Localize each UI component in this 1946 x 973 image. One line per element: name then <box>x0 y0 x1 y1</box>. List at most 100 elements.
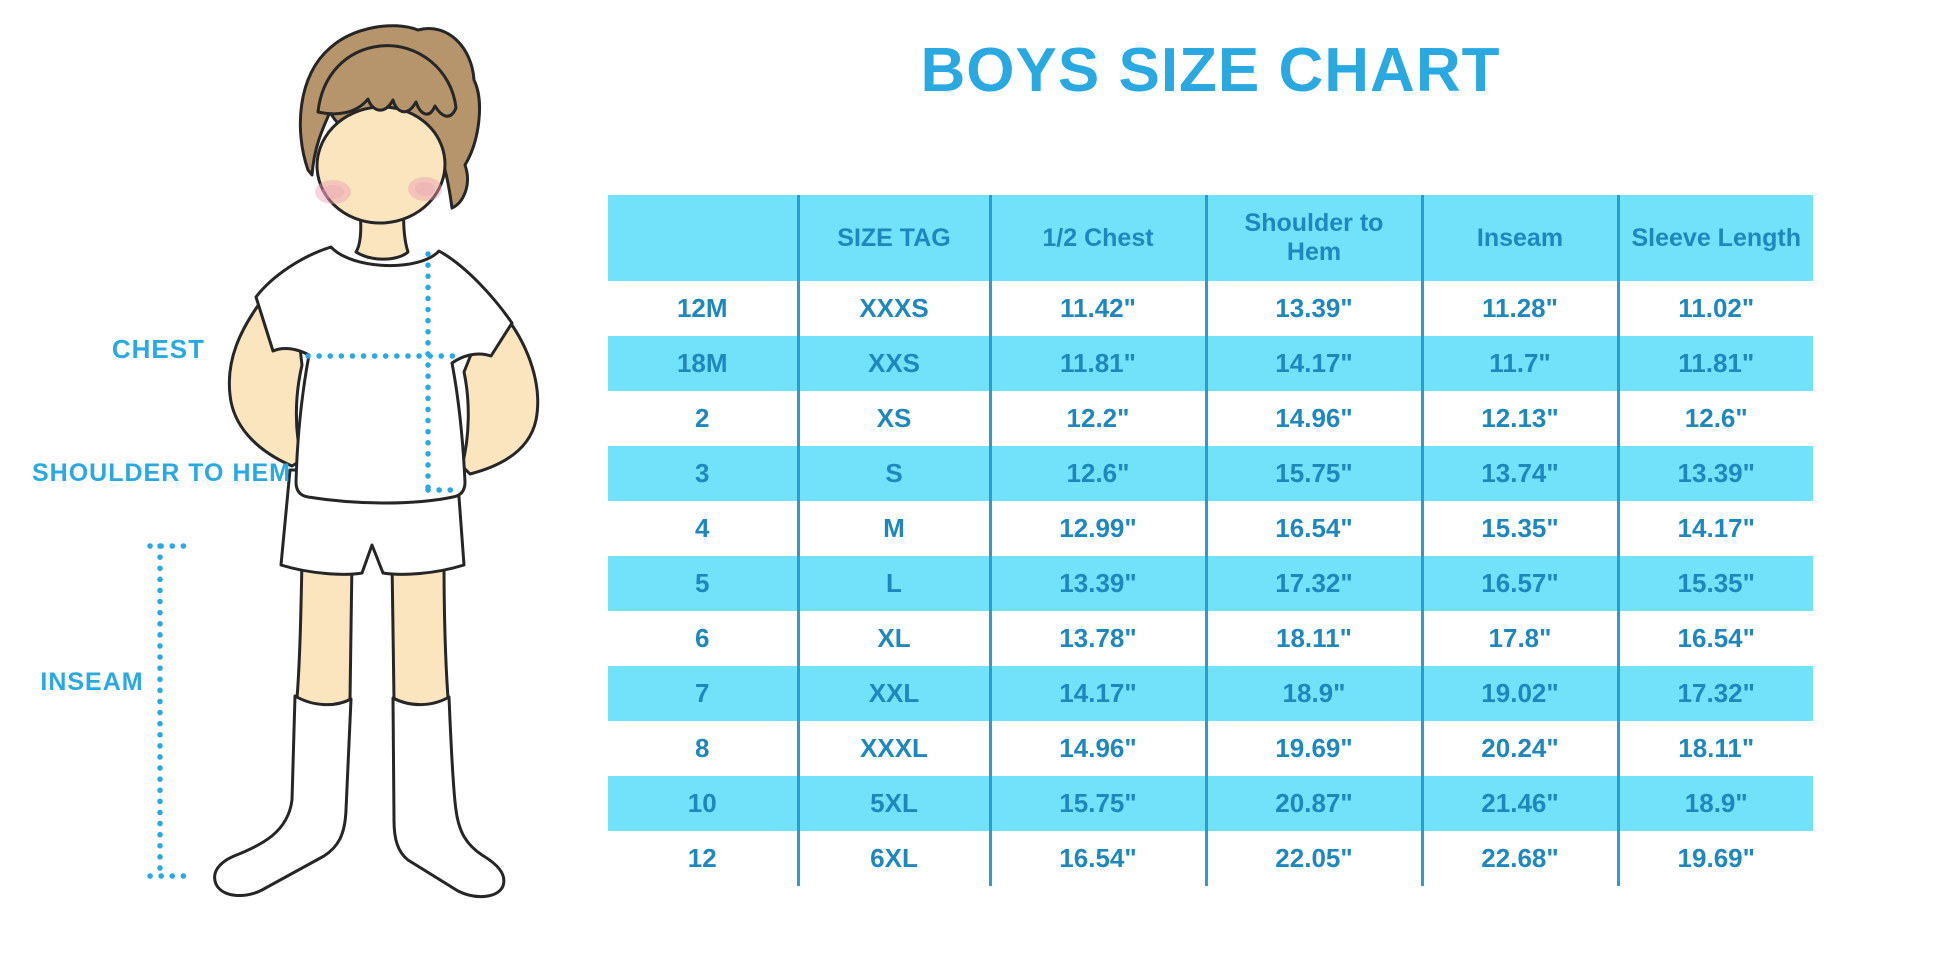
measurement-cell: M <box>796 501 990 556</box>
measurement-cell: 14.96" <box>1204 391 1422 446</box>
size-label-cell: 7 <box>608 666 798 721</box>
right-arm-shape <box>460 323 540 476</box>
measurement-cell: 18.9" <box>1204 666 1422 721</box>
right-cheek <box>408 177 442 201</box>
right-cheek-core <box>415 182 435 196</box>
measurement-cell: 12.2" <box>988 391 1206 446</box>
measurement-cell: XXL <box>796 666 990 721</box>
measurement-diagram: CHEST SHOULDER TO HEM INSEAM <box>0 0 600 973</box>
shoulder-to-hem-label: SHOULDER TO HEM <box>32 459 291 487</box>
measurement-cell: 17.8" <box>1420 611 1618 666</box>
size-table: SIZE TAG 1/2 Chest Shoulder to Hem Inseam Sl… <box>608 195 1813 886</box>
measurement-cell: 11.28" <box>1420 281 1618 336</box>
left-cheek <box>315 180 351 204</box>
boy-illustration <box>147 24 540 899</box>
right-leg-shape <box>390 558 450 708</box>
table-row: 2 XS 12.2" 14.96" 12.13" 12.6" <box>608 391 1813 446</box>
measurement-cell: 11.7" <box>1420 336 1618 391</box>
measurement-cell: 14.17" <box>988 666 1206 721</box>
measurement-cell: 11.81" <box>988 336 1206 391</box>
page-title: BOYS SIZE CHART <box>920 36 1501 105</box>
size-label-cell: 3 <box>608 446 798 501</box>
table-row: 7 XXL 14.17" 18.9" 19.02" 17.32" <box>608 666 1813 721</box>
hair-fringe-shape <box>316 44 458 118</box>
measurement-cell: 21.46" <box>1420 776 1618 831</box>
measurement-cell: XXXL <box>796 721 990 776</box>
table-row: 4 M 12.99" 16.54" 15.35" 14.17" <box>608 501 1813 556</box>
column-header: Shoulder to Hem <box>1204 195 1422 281</box>
measurement-cell: L <box>796 556 990 611</box>
measurement-cell: 20.24" <box>1420 721 1618 776</box>
column-header: SIZE TAG <box>796 195 990 281</box>
measurement-cell: 19.69" <box>1616 831 1813 886</box>
measurement-cell: 13.78" <box>988 611 1206 666</box>
column-header-label: 1/2 Chest <box>1042 223 1154 252</box>
measurement-cell: 15.35" <box>1616 556 1813 611</box>
size-label-cell: 5 <box>608 556 798 611</box>
measurement-cell: 14.17" <box>1616 501 1813 556</box>
right-sock-shape <box>391 695 506 899</box>
column-header-label: SIZE TAG <box>837 223 951 252</box>
measurement-cell: 16.54" <box>1204 501 1422 556</box>
size-label-cell: 4 <box>695 513 710 543</box>
measurement-cell: 18.11" <box>1616 721 1813 776</box>
column-header: Sleeve Length <box>1616 195 1813 281</box>
measurement-cell: 20.87" <box>1204 776 1422 831</box>
measurement-cell: 16.54" <box>988 831 1206 886</box>
column-header-label: Sleeve Length <box>1631 223 1802 252</box>
measurement-cell: 18.11" <box>1204 611 1422 666</box>
measurement-cell: 22.68" <box>1420 831 1618 886</box>
inseam-label: INSEAM <box>40 668 144 696</box>
measurement-cell: 15.35" <box>1420 501 1618 556</box>
measurement-cell: 11.81" <box>1616 336 1813 391</box>
column-header <box>608 195 798 281</box>
table-row: 5 L 13.39" 17.32" 16.57" 15.35" <box>608 556 1813 611</box>
column-header-label: Shoulder to Hem <box>1244 209 1384 266</box>
measurement-cell: 12.6" <box>988 446 1206 501</box>
measurement-cell: XL <box>796 611 990 666</box>
column-header: Inseam <box>1420 195 1618 281</box>
shirt-shape <box>254 245 514 505</box>
measurement-cell: 22.05" <box>1204 831 1422 886</box>
size-table-body: 12M XXXS 11.42" 13.39" 11.28" 11.02" 18M XXS 11.… <box>608 281 1813 886</box>
left-sock-shape <box>213 694 353 897</box>
measurement-cell: 17.32" <box>1204 556 1422 611</box>
measurement-cell: 15.75" <box>1204 446 1422 501</box>
table-row: 8 XXXL 14.96" 19.69" 20.24" 18.11" <box>608 721 1813 776</box>
size-label-cell: 6 <box>695 623 710 653</box>
table-row: 12M XXXS 11.42" 13.39" 11.28" 11.02" <box>608 281 1813 336</box>
measurement-cell: 18.9" <box>1616 776 1813 831</box>
measurement-cell: 13.39" <box>1616 446 1813 501</box>
table-row: 6 XL 13.78" 18.11" 17.8" 16.54" <box>608 611 1813 666</box>
measurement-cell: 13.74" <box>1420 446 1618 501</box>
measurement-cell: 16.54" <box>1616 611 1813 666</box>
measurement-cell: 12.13" <box>1420 391 1618 446</box>
size-label-cell: 10 <box>608 776 798 831</box>
measurement-cell: 15.75" <box>988 776 1206 831</box>
measurement-cell: XS <box>796 391 990 446</box>
measurement-cell: 13.39" <box>988 556 1206 611</box>
measurement-cell: 14.17" <box>1204 336 1422 391</box>
measurement-cell: 6XL <box>796 831 990 886</box>
measurement-cell: 13.39" <box>1204 281 1422 336</box>
measurement-cell: 12.6" <box>1616 391 1813 446</box>
measurement-cell: S <box>796 446 990 501</box>
left-cheek-core <box>322 185 344 199</box>
size-label-cell: 12M <box>676 293 728 323</box>
chest-label: CHEST <box>111 334 205 364</box>
column-header-label: Inseam <box>1476 223 1564 252</box>
measurement-cell: XXXS <box>796 281 990 336</box>
table-row: 12 6XL 16.54" 22.05" 22.68" 19.69" <box>608 831 1813 886</box>
header-row: SIZE TAG 1/2 Chest Shoulder to Hem Inseam Sl… <box>608 195 1813 281</box>
column-header: 1/2 Chest <box>988 195 1206 281</box>
measurement-cell: 14.96" <box>988 721 1206 776</box>
size-label-cell: 18M <box>608 336 798 391</box>
left-leg-shape <box>295 558 354 708</box>
measurement-cell: 19.02" <box>1420 666 1618 721</box>
measurement-cell: 11.02" <box>1616 281 1813 336</box>
size-label-cell: 8 <box>695 733 710 763</box>
measurement-cell: XXS <box>796 336 990 391</box>
measurement-cell: 19.69" <box>1204 721 1422 776</box>
size-table-header: SIZE TAG 1/2 Chest Shoulder to Hem Inseam Sl… <box>608 195 1813 281</box>
